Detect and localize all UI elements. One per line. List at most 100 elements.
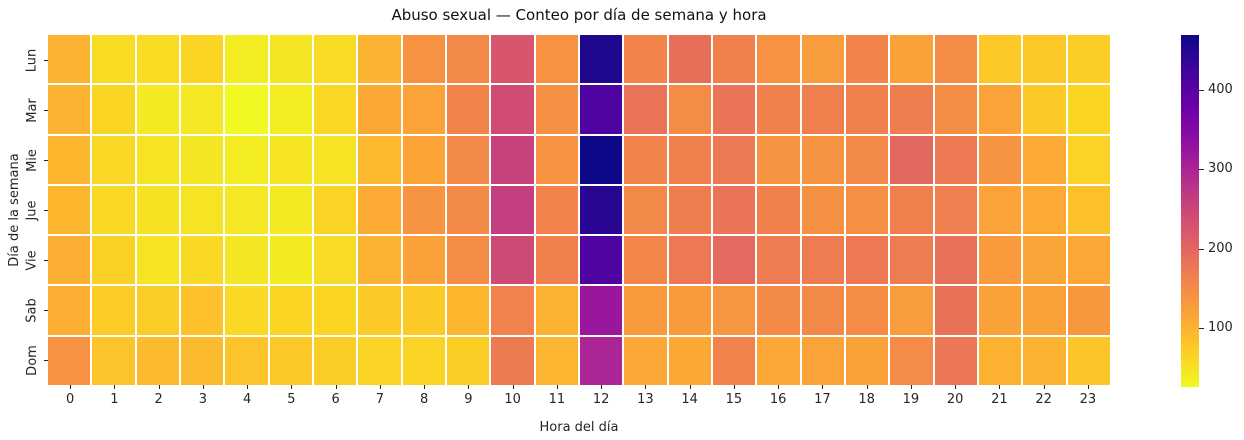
heatmap-cell xyxy=(1023,35,1066,84)
y-tick-label: Jue xyxy=(22,185,42,235)
heatmap-cell xyxy=(446,286,490,335)
heatmap-cell xyxy=(978,336,1022,385)
heatmap-cell xyxy=(934,35,977,84)
heatmap-cell xyxy=(757,135,800,184)
heatmap-cell xyxy=(801,135,844,184)
heatmap-cell xyxy=(491,286,534,335)
heatmap-cell xyxy=(136,236,179,285)
heatmap-cell xyxy=(1023,185,1066,235)
heatmap-cell xyxy=(845,135,889,184)
heatmap-cell xyxy=(579,336,623,385)
x-tick-mark xyxy=(202,385,204,389)
heatmap-cell xyxy=(358,286,401,335)
x-tick-mark xyxy=(158,385,160,389)
heatmap-cell xyxy=(402,135,445,184)
heatmap-cell xyxy=(269,35,312,84)
x-tick-mark xyxy=(70,385,72,389)
heatmap-cell xyxy=(358,185,401,235)
heatmap-cell xyxy=(801,236,844,285)
heatmap-cell xyxy=(491,236,534,285)
colorbar-tick-label: 200 xyxy=(1208,240,1233,256)
heatmap-cell xyxy=(712,236,756,285)
heatmap-cell xyxy=(269,236,312,285)
heatmap-cell xyxy=(801,336,844,385)
heatmap-cell xyxy=(446,135,490,184)
x-tick-mark xyxy=(999,385,1001,389)
heatmap-cell xyxy=(136,85,179,134)
x-tick-label: 8 xyxy=(419,392,429,407)
heatmap-cell xyxy=(668,85,711,134)
heatmap-cell xyxy=(180,185,224,235)
heatmap-cell xyxy=(136,185,179,235)
x-tick-label: 22 xyxy=(1035,392,1052,407)
y-tick-label-text: Dom xyxy=(24,344,40,376)
x-tick-mark xyxy=(335,385,337,389)
heatmap-cell xyxy=(136,286,179,335)
heatmap-cell xyxy=(269,336,312,385)
heatmap-cell xyxy=(668,135,711,184)
heatmap-cell xyxy=(535,85,578,134)
x-tick-label: 19 xyxy=(902,392,920,407)
heatmap-cell xyxy=(579,236,623,285)
colorbar xyxy=(1181,35,1199,387)
heatmap-cell xyxy=(668,236,711,285)
y-tick-label-text: Vie xyxy=(24,249,40,271)
heatmap-cell xyxy=(757,35,800,84)
heatmap-cell xyxy=(978,85,1022,134)
x-tick-mark xyxy=(247,385,249,389)
heatmap-cell xyxy=(313,35,357,84)
heatmap-cell xyxy=(446,85,490,134)
y-tick-label-text: Sab xyxy=(24,297,40,323)
heatmap-cell xyxy=(712,35,756,84)
heatmap-cell xyxy=(225,85,268,134)
heatmap-cell xyxy=(402,85,445,134)
heatmap-cell xyxy=(668,286,711,335)
y-tick-label: Lun xyxy=(22,35,42,85)
heatmap-cell xyxy=(313,85,357,134)
heatmap-cell xyxy=(313,286,357,335)
heatmap-cell xyxy=(890,336,933,385)
x-tick-mark xyxy=(866,385,868,389)
heatmap-cell xyxy=(934,286,977,335)
heatmap-cell xyxy=(535,236,578,285)
y-tick-label: Vie xyxy=(22,235,42,285)
y-tick-mark xyxy=(44,110,48,111)
heatmap-cell xyxy=(757,286,800,335)
heatmap-cell xyxy=(92,236,135,285)
heatmap-cell xyxy=(358,35,401,84)
heatmap-cell xyxy=(579,85,623,134)
x-tick-mark xyxy=(689,385,691,389)
heatmap-cell xyxy=(180,286,224,335)
heatmap-cell xyxy=(535,185,578,235)
heatmap-cell xyxy=(446,236,490,285)
x-tick-label: 9 xyxy=(464,392,473,407)
heatmap-cell xyxy=(801,35,844,84)
heatmap-cell xyxy=(92,185,135,235)
heatmap-cell xyxy=(1067,336,1110,385)
x-tick-label: 4 xyxy=(242,392,252,407)
heatmap-cell xyxy=(624,35,667,84)
x-tick-label: 17 xyxy=(814,392,831,407)
heatmap-cell xyxy=(92,35,135,84)
heatmap-cell xyxy=(48,286,91,335)
x-tick-label: 5 xyxy=(287,392,296,407)
heatmap-cell xyxy=(313,236,357,285)
heatmap-cell xyxy=(1067,236,1110,285)
heatmap-cell xyxy=(1067,35,1110,84)
heatmap-cell xyxy=(491,336,534,385)
x-tick-label: 21 xyxy=(991,392,1008,407)
heatmap-cell xyxy=(136,336,179,385)
heatmap-cell xyxy=(978,135,1022,184)
heatmap-cell xyxy=(225,286,268,335)
heatmap-cell xyxy=(1023,336,1066,385)
heatmap-cell xyxy=(890,236,933,285)
heatmap-cell xyxy=(535,35,578,84)
x-tick-mark xyxy=(1087,385,1089,389)
heatmap-cell xyxy=(1023,286,1066,335)
heatmap-cell xyxy=(402,185,445,235)
x-tick-label: 16 xyxy=(769,392,787,407)
heatmap-cell xyxy=(180,336,224,385)
x-tick-label: 20 xyxy=(946,392,964,407)
heatmap-cell xyxy=(313,135,357,184)
